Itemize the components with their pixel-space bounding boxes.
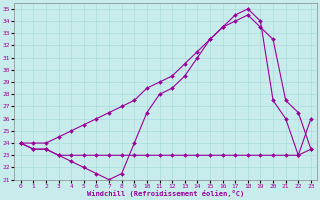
- X-axis label: Windchill (Refroidissement éolien,°C): Windchill (Refroidissement éolien,°C): [87, 190, 244, 197]
